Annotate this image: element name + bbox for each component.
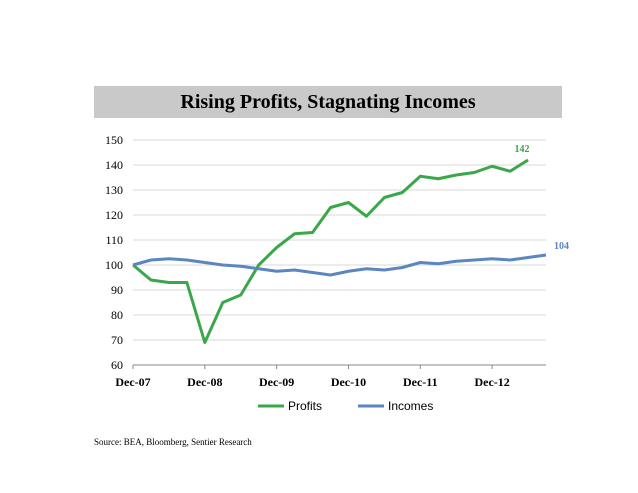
y-tick-label: 100 bbox=[105, 258, 123, 272]
y-tick-label: 80 bbox=[111, 308, 123, 322]
end-label-incomes: 104 bbox=[554, 241, 569, 252]
y-tick-label: 70 bbox=[111, 333, 123, 347]
legend-label-profits: Profits bbox=[288, 399, 322, 413]
chart-title: Rising Profits, Stagnating Incomes bbox=[180, 90, 476, 113]
x-tick-label: Dec-09 bbox=[259, 375, 294, 389]
x-tick-label: Dec-11 bbox=[403, 375, 438, 389]
x-tick-label: Dec-12 bbox=[474, 375, 509, 389]
y-tick-label: 110 bbox=[105, 233, 123, 247]
y-tick-label: 120 bbox=[105, 208, 123, 222]
x-tick-label: Dec-07 bbox=[115, 375, 150, 389]
series-line-incomes bbox=[132, 253, 547, 277]
y-tick-label: 140 bbox=[105, 158, 123, 172]
x-tick-label: Dec-10 bbox=[331, 375, 366, 389]
y-tick-label: 150 bbox=[105, 133, 123, 147]
series-line-profits bbox=[132, 158, 529, 344]
y-tick-label: 60 bbox=[111, 358, 123, 372]
y-tick-label: 130 bbox=[105, 183, 123, 197]
x-tick-label: Dec-08 bbox=[187, 375, 222, 389]
source-note: Source: BEA, Bloomberg, Sentier Research bbox=[94, 437, 252, 447]
end-label-profits: 142 bbox=[515, 144, 530, 155]
legend-label-incomes: Incomes bbox=[388, 399, 433, 413]
title-bar: Rising Profits, Stagnating Incomes bbox=[94, 86, 562, 118]
y-tick-label: 90 bbox=[111, 283, 123, 297]
